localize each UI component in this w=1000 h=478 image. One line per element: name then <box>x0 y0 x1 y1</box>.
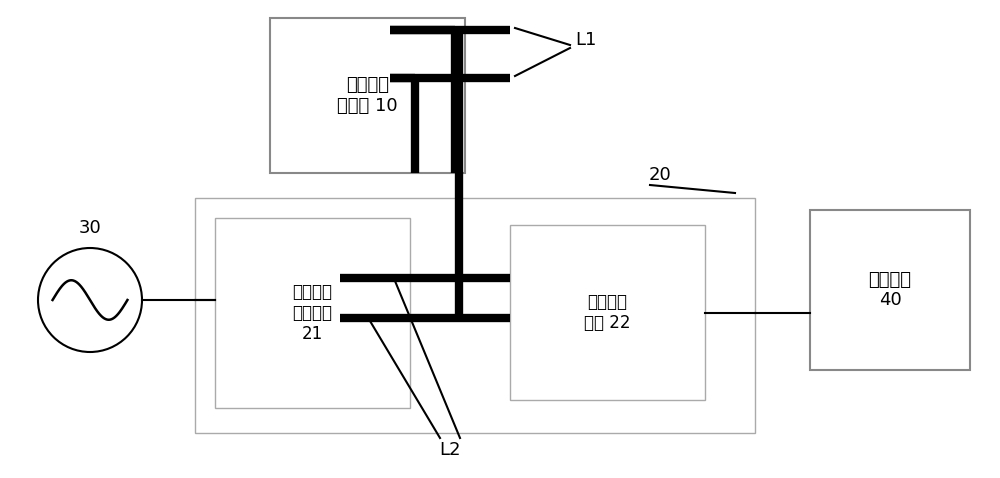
Text: 30: 30 <box>79 219 101 237</box>
Bar <box>195 198 755 433</box>
Bar <box>270 18 465 173</box>
Text: L2: L2 <box>439 441 461 459</box>
Text: 太阳能电
池阵列 10: 太阳能电 池阵列 10 <box>337 76 398 115</box>
Text: 逆变功率
模块 22: 逆变功率 模块 22 <box>584 293 631 332</box>
Bar <box>510 225 705 400</box>
Text: 20: 20 <box>649 166 671 184</box>
Circle shape <box>38 248 142 352</box>
Bar <box>215 218 410 408</box>
Text: 整流逆变
并网模块
21: 整流逆变 并网模块 21 <box>292 283 332 343</box>
Text: 空调机组
40: 空调机组 40 <box>868 271 912 309</box>
Bar <box>810 210 970 370</box>
Text: L1: L1 <box>575 31 596 49</box>
